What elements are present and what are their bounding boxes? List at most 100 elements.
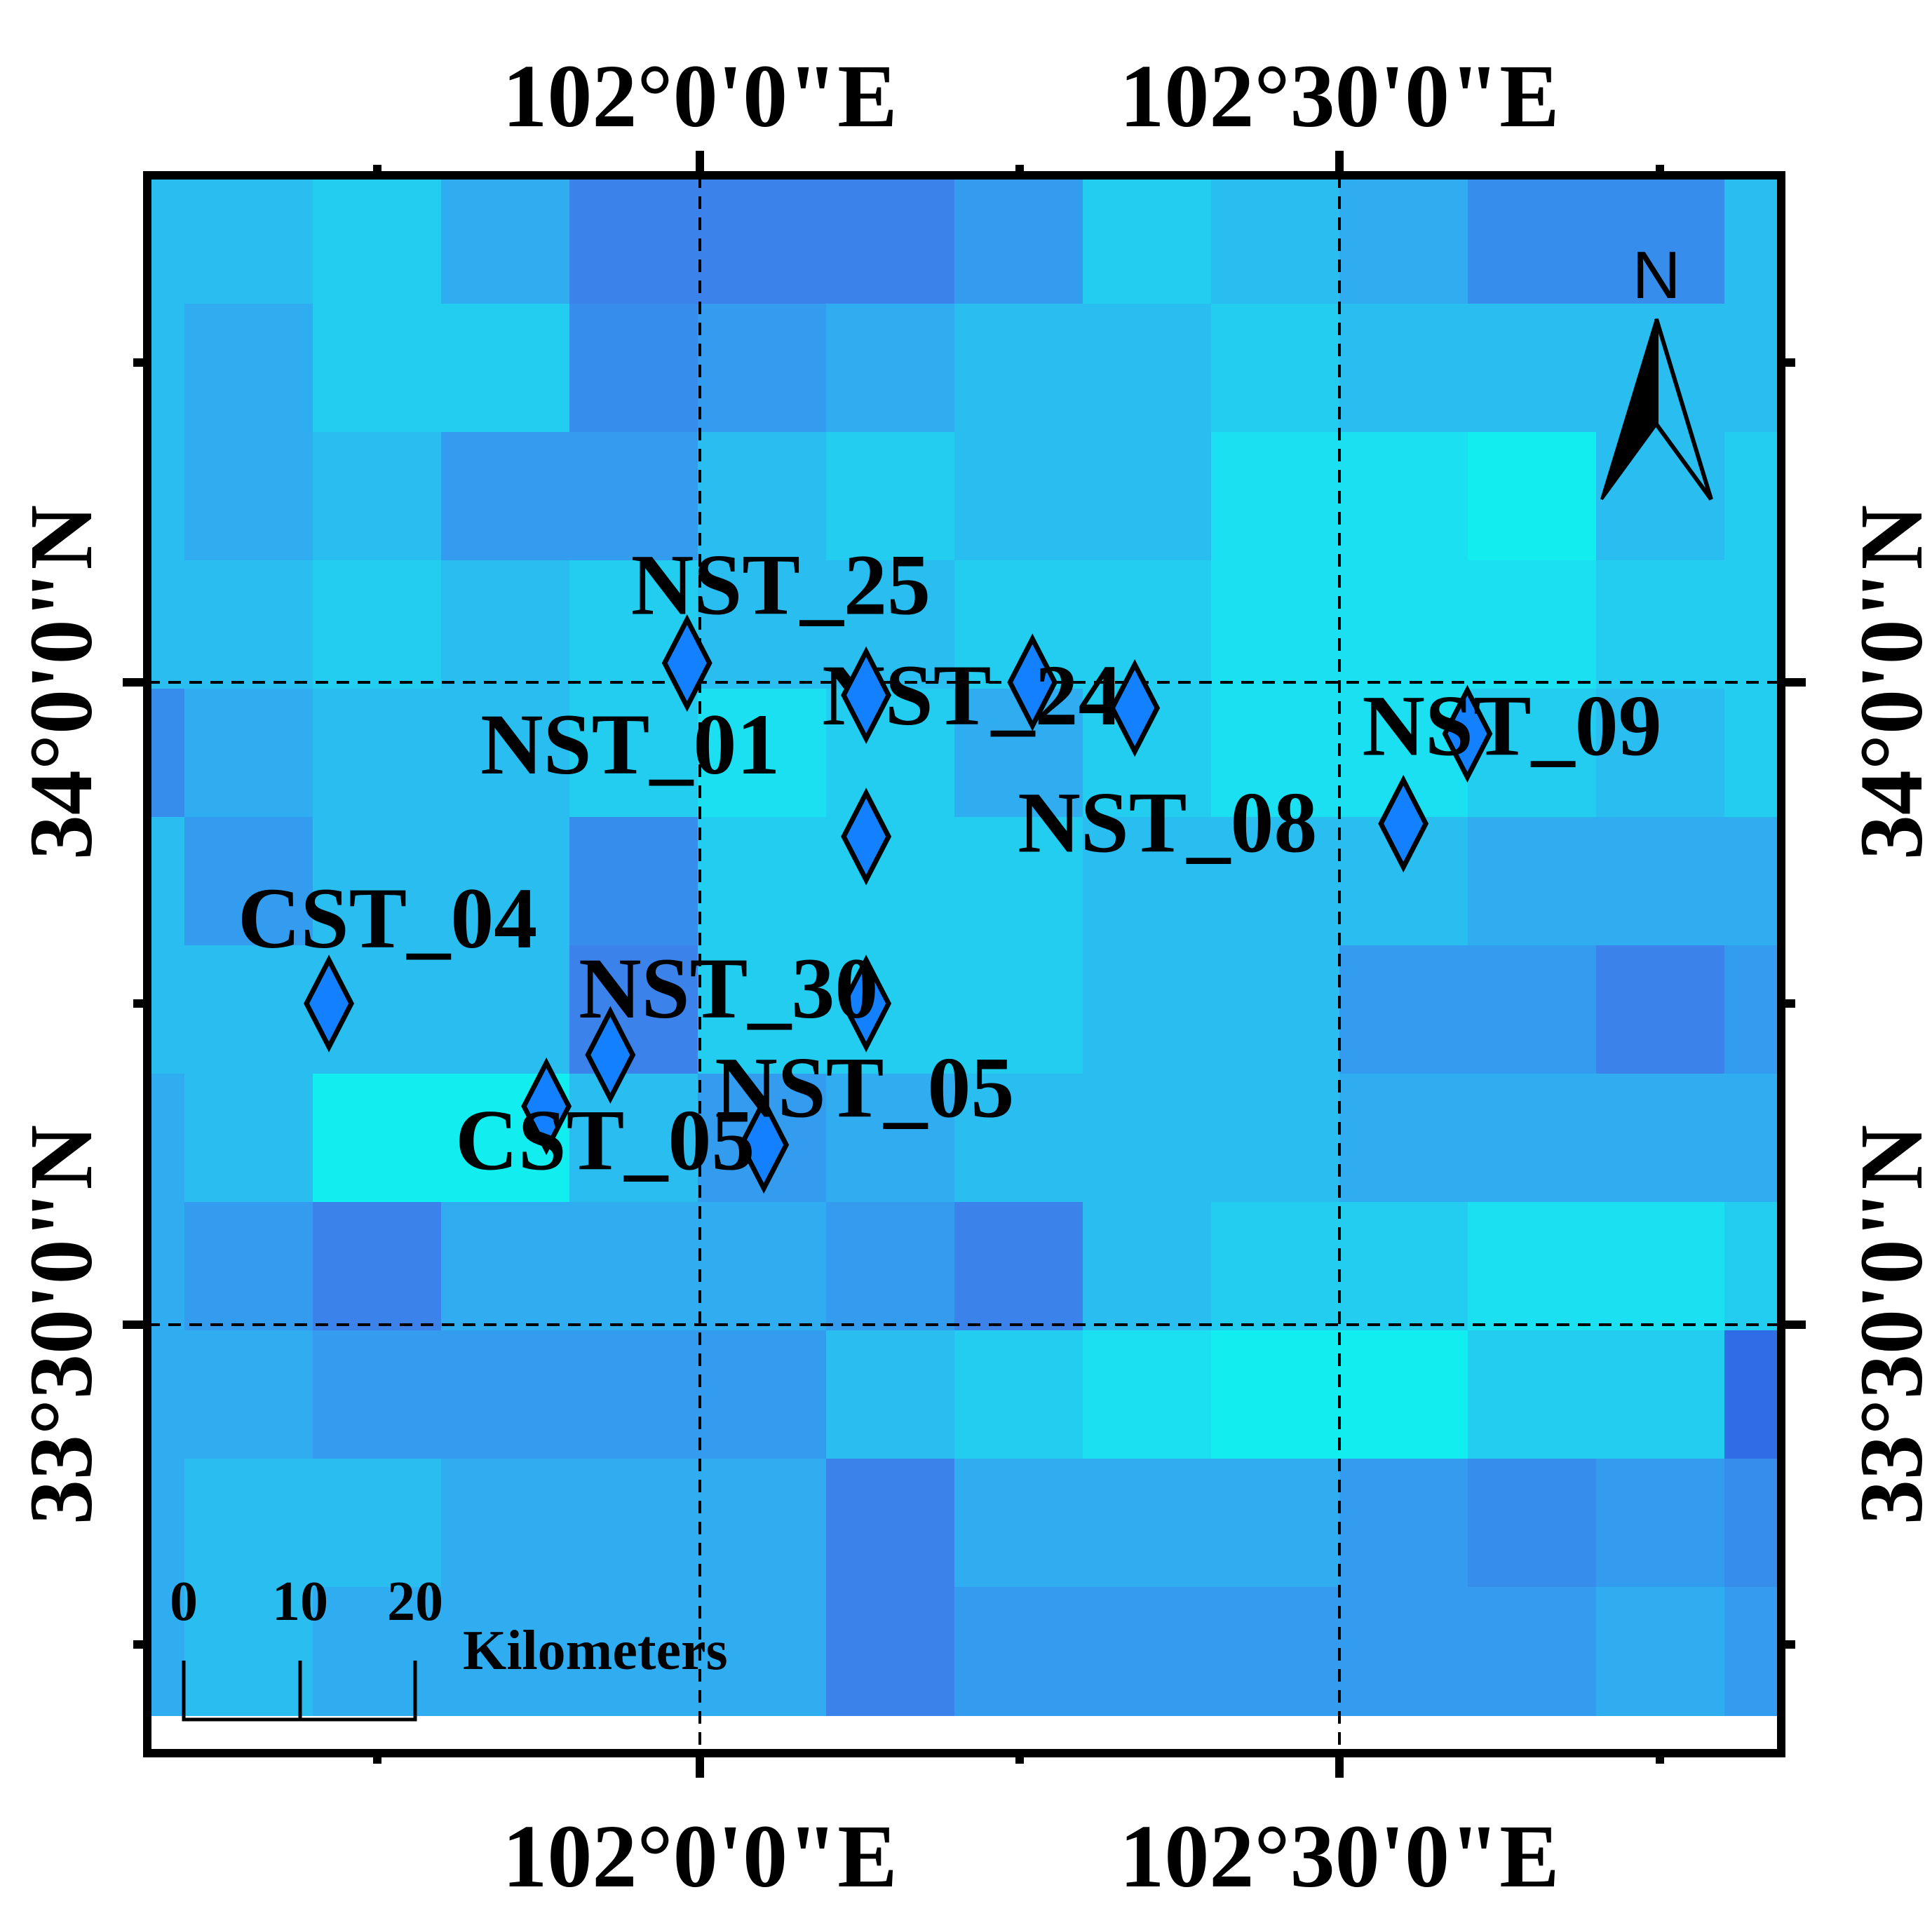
raster-cell [184, 1074, 313, 1203]
raster-cell [569, 1330, 698, 1459]
raster-cell [1083, 1202, 1212, 1331]
graticule [147, 175, 1781, 1753]
raster-cell [441, 560, 570, 689]
raster-cell [1211, 945, 1340, 1074]
raster-cell [569, 689, 698, 818]
raster-cell [147, 1202, 185, 1331]
raster-cell [1339, 1587, 1468, 1716]
raster-cell [954, 304, 1083, 433]
raster-cell [1083, 1587, 1212, 1716]
raster-cell [147, 560, 185, 689]
raster-cell [1596, 304, 1725, 433]
raster-cell [698, 817, 827, 946]
raster-cell [441, 304, 570, 433]
station-marker [1007, 633, 1058, 731]
raster-cell [313, 1330, 442, 1459]
raster-cell [698, 304, 827, 433]
raster-cell [1724, 304, 1781, 433]
station-label: NST_25 [631, 537, 931, 633]
raster-cell [1083, 304, 1212, 433]
raster-cell [313, 560, 442, 689]
raster-grid [147, 175, 1932, 1716]
raster-cell [1211, 560, 1340, 689]
raster-cell [1853, 1587, 1932, 1716]
raster-cell [698, 689, 827, 818]
scale-bar: 0 10 20 Kilometers [170, 1571, 728, 1722]
lon-label-top-102-30: 102°30'0"E [1119, 46, 1559, 146]
raster-cell [1724, 689, 1781, 818]
raster-cell [1339, 560, 1468, 689]
raster-cell [184, 1202, 313, 1331]
raster-cell [184, 304, 313, 433]
lat-label-right-33-30: 33°30'0"N [1842, 1125, 1932, 1525]
raster-cell [954, 817, 1083, 946]
raster-cell [441, 1202, 570, 1331]
raster-cell [147, 1587, 185, 1716]
raster-cell [441, 1330, 570, 1459]
raster-cell [1083, 945, 1212, 1074]
raster-cell [1211, 689, 1340, 818]
station-label: NST_01 [480, 696, 780, 792]
raster-cell [1596, 1202, 1725, 1331]
raster-cell [1339, 945, 1468, 1074]
raster-cell [1468, 1202, 1597, 1331]
raster-cell [313, 304, 442, 433]
raster-cell [954, 1459, 1083, 1588]
raster-cell [1339, 432, 1468, 561]
raster-cell [441, 1459, 570, 1588]
raster-cell [147, 1074, 185, 1203]
raster-cell [1468, 175, 1597, 304]
raster-cell [954, 1330, 1083, 1459]
scale-bar-line [182, 1661, 417, 1722]
raster-cell [1083, 817, 1212, 946]
raster-cell [1596, 560, 1725, 689]
raster-cell [1853, 945, 1932, 1074]
raster-cell [954, 1074, 1083, 1203]
scale-tick-10: 10 [272, 1571, 328, 1633]
raster-cell [184, 1330, 313, 1459]
raster-cell [826, 560, 955, 689]
raster-cell [1596, 1587, 1725, 1716]
raster-cell [1083, 432, 1212, 561]
raster-cell [826, 689, 955, 818]
station-label: NST_09 [1362, 677, 1661, 774]
raster-cell [1596, 1074, 1725, 1203]
station-marker [841, 788, 892, 886]
raster-cell [441, 1587, 570, 1716]
north-arrow: N [1600, 238, 1713, 501]
raster-cell [441, 689, 570, 818]
station-marker [304, 954, 354, 1053]
raster-cell [147, 689, 185, 818]
north-arrow-label: N [1632, 238, 1680, 313]
raster-cell [954, 432, 1083, 561]
raster-cell [1468, 304, 1597, 433]
station-label: NST_30 [579, 940, 878, 1036]
raster-cell [184, 560, 313, 689]
raster-cell [1596, 175, 1725, 304]
raster-cell [826, 1330, 955, 1459]
raster-cell [1339, 1330, 1468, 1459]
lat-label-left-33-30: 33°30'0"N [11, 1125, 111, 1525]
raster-cell [1596, 689, 1725, 818]
raster-cell [441, 432, 570, 561]
raster-cell [313, 175, 442, 304]
raster-cell [184, 817, 313, 946]
raster-cell [954, 175, 1083, 304]
raster-cell [1724, 817, 1781, 946]
raster-cell [1339, 175, 1468, 304]
raster-cell [1468, 817, 1597, 946]
raster-cell [826, 304, 955, 433]
raster-cell [147, 1459, 185, 1588]
raster-cell [147, 304, 185, 433]
raster-cell [826, 1587, 955, 1716]
station-marker [841, 954, 892, 1053]
raster-cell [147, 1330, 185, 1459]
station-label: NST_08 [1018, 775, 1317, 871]
raster-cell [1724, 560, 1781, 689]
raster-cell [1211, 304, 1340, 433]
raster-cell [1596, 1330, 1725, 1459]
raster-cell [1211, 1074, 1340, 1203]
raster-cell [147, 175, 185, 304]
raster-cell [313, 689, 442, 818]
